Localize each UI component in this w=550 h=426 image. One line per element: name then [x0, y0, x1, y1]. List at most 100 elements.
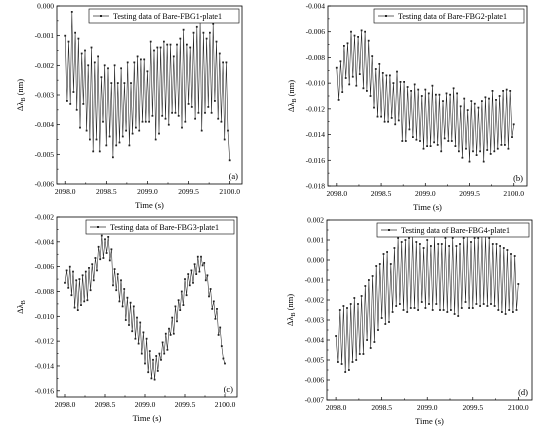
y-tick-label: -0.005	[305, 356, 325, 365]
y-tick-label: -0.007	[305, 396, 325, 405]
y-tick-label: -0.003	[35, 91, 55, 100]
y-tick-label: -0.010	[306, 79, 326, 88]
data-point	[190, 269, 193, 272]
data-point	[464, 301, 467, 303]
data-point	[384, 323, 387, 325]
data-point	[131, 132, 134, 135]
data-point	[475, 303, 478, 305]
data-point	[466, 109, 469, 111]
data-point	[179, 309, 182, 311]
data-point	[335, 66, 338, 69]
data-point	[413, 307, 416, 309]
x-axis-label: Time (s)	[133, 413, 162, 423]
data-point	[442, 309, 445, 311]
data-point	[362, 87, 365, 90]
y-tick-label: -0.002	[35, 213, 55, 222]
data-point	[335, 335, 337, 337]
data-point	[371, 55, 374, 57]
data-point	[136, 55, 139, 58]
data-point	[355, 84, 358, 87]
data-point	[431, 84, 434, 87]
y-tick-label: 0.001	[307, 236, 324, 245]
data-point	[176, 320, 178, 323]
data-point	[410, 90, 412, 92]
x-tick-label: 2098.5	[95, 400, 116, 409]
data-point	[126, 296, 129, 299]
data-point	[427, 92, 430, 95]
data-point	[222, 357, 225, 360]
data-point	[79, 126, 81, 129]
data-point	[375, 265, 378, 267]
data-point	[450, 140, 453, 142]
data-point	[123, 82, 126, 84]
data-point	[401, 140, 404, 142]
series-markers	[335, 235, 520, 373]
data-point	[508, 309, 511, 311]
legend-label: Testing data of Bare-FBG2-plate1	[398, 12, 507, 21]
x-tick-label: 2098.0	[326, 403, 347, 412]
data-point	[482, 160, 485, 163]
data-point	[393, 247, 396, 249]
data-point	[169, 334, 172, 336]
data-point	[507, 147, 510, 150]
data-point	[417, 88, 420, 91]
panel-label: (c)	[224, 384, 234, 394]
data-point	[351, 75, 354, 78]
data-point	[399, 81, 402, 83]
panel-label: (d)	[518, 387, 528, 397]
data-point	[120, 279, 122, 282]
data-point	[399, 303, 401, 305]
data-point	[99, 258, 102, 261]
data-point	[338, 309, 341, 311]
data-point	[220, 120, 223, 123]
x-tick-label: 2100.0	[215, 400, 236, 409]
data-point	[211, 308, 214, 310]
legend-marker	[100, 15, 102, 17]
data-point	[224, 362, 226, 365]
data-point	[209, 31, 211, 34]
data-point	[506, 249, 509, 251]
data-point	[131, 330, 134, 333]
y-tick-label: 0.002	[307, 216, 324, 225]
y-tick-label: -0.003	[305, 316, 325, 325]
y-tick-label: -0.001	[35, 31, 55, 40]
data-point	[390, 117, 393, 119]
data-point	[121, 135, 124, 138]
data-point	[340, 363, 343, 365]
data-point	[169, 43, 172, 46]
panel-label: (b)	[513, 173, 523, 183]
data-point	[357, 36, 359, 38]
x-tick-label: 2100.0	[508, 403, 529, 412]
data-point	[428, 303, 430, 305]
data-point	[89, 289, 92, 292]
data-point	[415, 241, 418, 243]
data-point	[134, 337, 137, 340]
data-point	[73, 306, 76, 309]
data-point	[504, 313, 507, 315]
data-point	[166, 43, 169, 46]
data-point	[501, 311, 503, 313]
y-tick-label: -0.006	[306, 27, 326, 36]
data-point	[337, 361, 339, 363]
data-point	[479, 305, 481, 307]
data-point	[364, 30, 366, 33]
data-point	[493, 150, 496, 153]
data-point	[70, 11, 73, 13]
y-tick-label: -0.006	[35, 262, 55, 271]
data-point	[489, 153, 492, 155]
data-point	[477, 106, 480, 109]
data-point	[147, 371, 150, 374]
data-point	[148, 120, 150, 123]
y-axis-label: ΔλB (nm)	[286, 80, 298, 112]
legend-label: Testing data of Bare-FBG3-plate1	[110, 223, 219, 232]
data-point	[344, 371, 347, 373]
data-point	[468, 160, 471, 163]
data-point	[218, 52, 221, 55]
legend: Testing data of Bare-FBG3-plate1	[85, 219, 235, 235]
data-point	[143, 58, 146, 61]
data-point	[202, 31, 205, 34]
data-point	[166, 348, 169, 351]
data-point	[228, 159, 231, 162]
data-point	[142, 331, 145, 334]
data-point	[97, 55, 99, 58]
